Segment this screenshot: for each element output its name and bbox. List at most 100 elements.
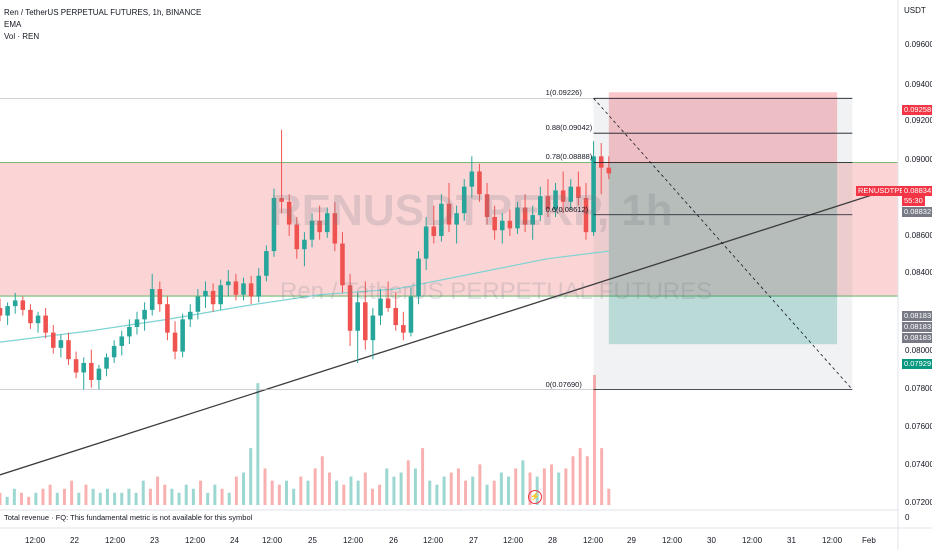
time-tick-label[interactable]: 12:00 [822,536,843,545]
zone-low-tag-2: 0.08183 [902,322,932,332]
candle-body [286,201,292,225]
volume-bar [105,488,109,505]
candle-body [576,186,581,199]
time-tick-label[interactable]: 12:00 [25,536,46,545]
volume-bar [313,468,317,505]
candle-body [127,326,132,337]
time-tick-label[interactable]: 31 [787,536,796,545]
volume-bar [335,480,339,505]
last-price-tag: 0.08834 [902,186,932,196]
candle-body [241,283,246,295]
zone-low-tag-3: 0.08183 [902,333,932,343]
candle-body [446,203,452,225]
candle-body [226,281,231,286]
candle-body [560,190,566,202]
volume-bar [263,468,267,505]
volume-bar [170,488,174,505]
volume-bar [120,492,124,505]
candle-body [89,362,94,381]
price-tick-label[interactable]: 0.09600 [905,40,932,49]
volume-bar [485,484,489,505]
volume-bar [84,484,88,505]
time-tick-label[interactable]: 24 [230,536,239,545]
candle-body [515,207,520,229]
time-tick-label[interactable]: 30 [707,536,716,545]
volume-bar [199,480,203,505]
time-tick-label[interactable]: 12:00 [343,536,364,545]
symbol-title[interactable]: Ren / TetherUS PERPETUAL FUTURES, 1h, BI… [4,8,202,17]
candle-body [66,340,71,360]
candle-body [172,332,178,352]
time-tick-label[interactable]: 12:00 [262,536,283,545]
price-tick-label[interactable]: 0.09200 [905,116,932,125]
candle-body [187,311,193,320]
lightning-icon[interactable]: ⚡ [528,490,542,504]
volume-legend[interactable]: Vol · REN [4,32,40,41]
candle-body [5,306,10,316]
candle-body [469,171,475,187]
time-tick-label[interactable]: 23 [150,536,159,545]
volume-bar [385,468,389,505]
time-tick-label[interactable]: 29 [627,536,636,545]
time-tick-label[interactable]: 12:00 [185,536,206,545]
time-tick-label[interactable]: 12:00 [105,536,126,545]
price-tick-label[interactable]: 0 [905,513,910,522]
candle-body [393,307,399,326]
candle-body [111,345,117,358]
time-tick-label[interactable]: 26 [389,536,398,545]
price-tick-label[interactable]: 0.07200 [905,498,932,507]
time-tick-label[interactable]: 27 [469,536,478,545]
time-tick-label[interactable]: 12:00 [423,536,444,545]
volume-bar [184,484,188,505]
volume-bar [578,448,582,505]
price-tick-label[interactable]: 0.08600 [905,231,932,240]
volume-bar [256,383,260,505]
price-tick-label[interactable]: 0.08000 [905,346,932,355]
volume-bar [48,484,52,505]
candle-body [180,319,185,352]
price-tick-label[interactable]: 0.07400 [905,460,932,469]
price-tick-label[interactable]: 0.09400 [905,80,932,89]
candle-body [264,251,269,276]
candle-body [385,298,391,308]
price-tick-label[interactable]: 0.07800 [905,384,932,393]
price-tick-label[interactable]: 0.09000 [905,155,932,164]
candle-body [248,283,254,297]
candle-body [43,315,48,333]
candle-body [583,198,589,233]
time-tick-label[interactable]: 12:00 [583,536,604,545]
position-risk-box [608,163,838,345]
volume-bar [206,492,210,505]
candle-body [149,289,155,310]
candle-body [233,281,239,295]
volume-bar [234,476,238,505]
time-tick-label[interactable]: 25 [308,536,317,545]
time-tick-label[interactable]: 12:00 [742,536,763,545]
ema-legend[interactable]: EMA [4,20,22,29]
time-tick-label[interactable]: 12:00 [662,536,683,545]
volume-bar [98,492,102,505]
time-tick-label[interactable]: 28 [548,536,557,545]
currency-label[interactable]: USDT [904,6,926,15]
candle-body [484,194,490,217]
time-tick-label[interactable]: 22 [70,536,79,545]
volume-bar [600,448,604,505]
price-tick-label[interactable]: 0.08400 [905,268,932,277]
volume-bar [370,488,374,505]
volume-bar [134,492,138,505]
countdown-tag: 55:30 [902,196,925,206]
candle-body [530,215,535,225]
candle-body [58,340,64,348]
time-tick-label[interactable]: Feb [862,536,876,545]
fib-level-label: 0.78(0.08888) [545,152,593,162]
candle-body [195,296,201,312]
candle-body [302,239,307,250]
volume-bar [550,464,554,505]
volume-bar [399,472,403,505]
candle-body [309,220,315,240]
price-tick-label[interactable]: 0.07600 [905,422,932,431]
volume-bar [421,448,425,505]
time-tick-label[interactable]: 12:00 [503,536,524,545]
